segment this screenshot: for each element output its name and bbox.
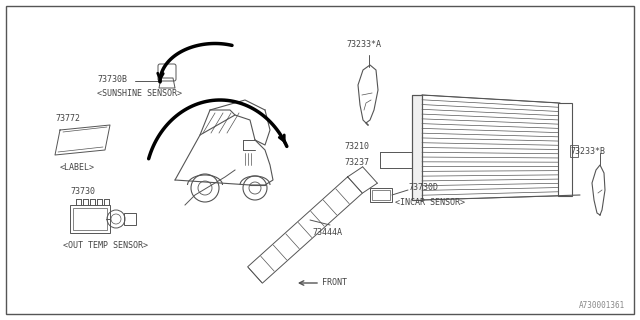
- Text: <LABEL>: <LABEL>: [60, 163, 95, 172]
- Polygon shape: [55, 125, 110, 155]
- Text: 73237: 73237: [344, 158, 369, 167]
- Bar: [412, 95, 422, 200]
- Bar: [570, 145, 578, 157]
- Bar: [372, 190, 390, 200]
- Text: 73730D: 73730D: [408, 183, 438, 192]
- Bar: [124, 213, 136, 225]
- Text: <INCAR SENSOR>: <INCAR SENSOR>: [395, 198, 465, 207]
- Bar: [70, 205, 110, 233]
- Text: 73772: 73772: [55, 114, 80, 123]
- Text: <OUT TEMP SENSOR>: <OUT TEMP SENSOR>: [63, 241, 148, 250]
- Text: 73210: 73210: [344, 142, 369, 151]
- FancyBboxPatch shape: [158, 64, 176, 81]
- Text: 73730B: 73730B: [97, 75, 127, 84]
- Bar: [73, 208, 107, 230]
- Bar: [412, 95, 422, 200]
- Polygon shape: [248, 177, 362, 283]
- Text: 73444A: 73444A: [312, 228, 342, 237]
- Text: FRONT: FRONT: [322, 278, 347, 287]
- Text: 73233*A: 73233*A: [346, 40, 381, 49]
- Bar: [370, 188, 392, 202]
- Text: 73730: 73730: [70, 187, 95, 196]
- Text: 73233*B: 73233*B: [570, 147, 605, 156]
- Bar: [558, 103, 572, 196]
- Text: <SUNSHINE SENSOR>: <SUNSHINE SENSOR>: [97, 89, 182, 98]
- Text: A730001361: A730001361: [579, 301, 625, 310]
- Polygon shape: [159, 78, 175, 88]
